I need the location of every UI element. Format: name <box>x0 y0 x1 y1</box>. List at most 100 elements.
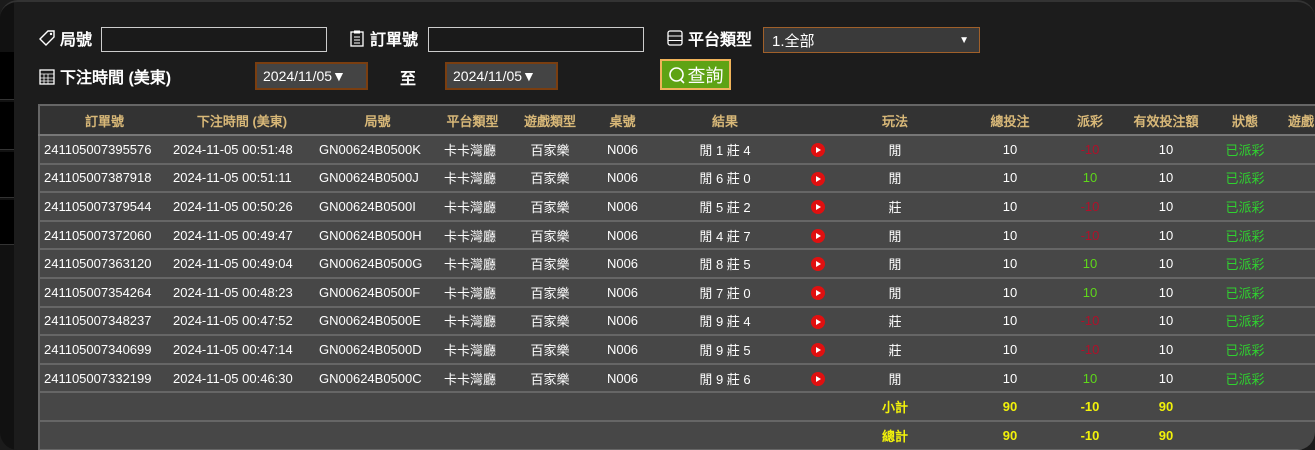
cell-play-type: 閒 <box>835 220 955 251</box>
order-label: 訂單號 <box>348 26 418 50</box>
cell-valid-bet: 10 <box>1115 192 1217 222</box>
header-bet-time: 下注時間 (美東) <box>169 104 315 136</box>
header-play-type: 玩法 <box>835 104 955 136</box>
cell-result: 閒 7 莊 0 <box>650 277 800 308</box>
play-video-icon[interactable] <box>810 371 825 386</box>
table-header: 訂單號 下注時間 (美東) 局號 平台類型 遊戲類型 桌號 結果 玩法 總投注 派彩 有效投注額 狀態… <box>39 104 1315 136</box>
header-platform: 平台類型 <box>440 104 505 136</box>
sidebar-tab[interactable] <box>0 52 14 100</box>
table-row[interactable]: 241105007372060 2024-11-05 00:49:47 GN0062… <box>39 220 1315 251</box>
header-round-no: 局號 <box>315 104 440 136</box>
sidebar-tab[interactable] <box>0 102 14 150</box>
table-row[interactable]: 241105007395576 2024-11-05 00:51:48 GN0062… <box>39 135 1315 165</box>
cell-platform: 卡卡灣廳 <box>440 249 505 279</box>
table-row[interactable]: 241105007379544 2024-11-05 00:50:26 GN0062… <box>39 192 1315 222</box>
table-row[interactable]: 241105007354264 2024-11-05 00:48:23 GN0062… <box>39 277 1315 308</box>
cell-order-no: 241105007348237 <box>39 306 169 337</box>
cell-total-bet: 10 <box>955 306 1065 337</box>
cell-order-no: 241105007387918 <box>39 163 169 194</box>
cell-video <box>800 163 835 194</box>
cell-status: 已派彩 <box>1217 192 1273 222</box>
play-video-icon[interactable] <box>810 143 825 158</box>
table-row[interactable]: 241105007348237 2024-11-05 00:47:52 GN0062… <box>39 306 1315 337</box>
cell-desk: N006 <box>595 363 650 394</box>
cell-play-type: 閒 <box>835 135 955 165</box>
to-label: 至 <box>400 71 417 88</box>
cell-video <box>800 306 835 337</box>
cell-platform: 卡卡灣廳 <box>440 277 505 308</box>
cell-platform: 卡卡灣廳 <box>440 335 505 365</box>
cell-video <box>800 220 835 251</box>
cell-platform: 卡卡灣廳 <box>440 306 505 337</box>
cell-result: 閒 1 莊 4 <box>650 135 800 165</box>
cell-total-bet: 10 <box>955 220 1065 251</box>
date-from-picker[interactable]: 2024/11/05▼ <box>255 62 368 90</box>
cell-game <box>1273 306 1315 337</box>
cell-status: 已派彩 <box>1217 306 1273 337</box>
table-row[interactable]: 241105007363120 2024-11-05 00:49:04 GN0062… <box>39 249 1315 279</box>
cell-play-type: 閒 <box>835 249 955 279</box>
cell-total-bet: 10 <box>955 135 1065 165</box>
cell-game <box>1273 363 1315 394</box>
cell-payout: -10 <box>1065 306 1115 337</box>
cell-game <box>1273 335 1315 365</box>
cell-order-no: 241105007379544 <box>39 192 169 222</box>
cell-game <box>1273 220 1315 251</box>
cell-game <box>1273 163 1315 194</box>
query-button[interactable]: 查詢 <box>660 59 731 90</box>
play-video-icon[interactable] <box>810 286 825 301</box>
play-video-icon[interactable] <box>810 343 825 358</box>
cell-platform: 卡卡灣廳 <box>440 192 505 222</box>
cell-bet-time: 2024-11-05 00:47:52 <box>169 306 315 337</box>
table-row[interactable]: 241105007340699 2024-11-05 00:47:14 GN0062… <box>39 335 1315 365</box>
cell-play-type: 莊 <box>835 335 955 365</box>
cell-desk: N006 <box>595 220 650 251</box>
cell-bet-time: 2024-11-05 00:48:23 <box>169 277 315 308</box>
cell-game-type: 百家樂 <box>505 335 595 365</box>
play-video-icon[interactable] <box>810 171 825 186</box>
cell-round-no: GN00624B0500C <box>315 363 440 394</box>
order-input[interactable] <box>428 27 644 52</box>
cell-platform: 卡卡灣廳 <box>440 163 505 194</box>
cell-order-no: 241105007395576 <box>39 135 169 165</box>
platform-select[interactable]: 1.全部 ▼ <box>763 27 980 53</box>
cell-desk: N006 <box>595 277 650 308</box>
cell-valid-bet: 10 <box>1115 249 1217 279</box>
cell-desk: N006 <box>595 163 650 194</box>
play-video-icon[interactable] <box>810 314 825 329</box>
cell-status: 已派彩 <box>1217 363 1273 394</box>
table-row[interactable]: 241105007387918 2024-11-05 00:51:11 GN0062… <box>39 163 1315 194</box>
cell-status: 已派彩 <box>1217 335 1273 365</box>
play-video-icon[interactable] <box>810 228 825 243</box>
play-video-icon[interactable] <box>810 257 825 272</box>
header-result: 結果 <box>650 104 800 136</box>
play-video-icon[interactable] <box>810 200 825 215</box>
cell-order-no: 241105007332199 <box>39 363 169 394</box>
table-row[interactable]: 241105007332199 2024-11-05 00:46:30 GN0062… <box>39 363 1315 394</box>
header-game: 遊戲 <box>1273 104 1315 136</box>
cell-status: 已派彩 <box>1217 277 1273 308</box>
cell-play-type: 莊 <box>835 192 955 222</box>
sidebar-tab[interactable] <box>0 200 14 245</box>
cell-round-no: GN00624B0500K <box>315 135 440 165</box>
cell-order-no: 241105007363120 <box>39 249 169 279</box>
cell-game-type: 百家樂 <box>505 192 595 222</box>
cell-round-no: GN00624B0500J <box>315 163 440 194</box>
cell-game <box>1273 249 1315 279</box>
cell-video <box>800 335 835 365</box>
total-valid: 90 <box>1115 420 1217 450</box>
cell-video <box>800 192 835 222</box>
cell-payout: 10 <box>1065 249 1115 279</box>
cell-desk: N006 <box>595 135 650 165</box>
sidebar-tab[interactable] <box>0 152 14 198</box>
cell-game-type: 百家樂 <box>505 363 595 394</box>
cell-game <box>1273 192 1315 222</box>
cell-video <box>800 249 835 279</box>
cell-platform: 卡卡灣廳 <box>440 135 505 165</box>
cell-platform: 卡卡灣廳 <box>440 363 505 394</box>
round-input[interactable] <box>101 27 327 52</box>
cell-status: 已派彩 <box>1217 135 1273 165</box>
date-to-picker[interactable]: 2024/11/05▼ <box>445 62 558 90</box>
cell-total-bet: 10 <box>955 335 1065 365</box>
